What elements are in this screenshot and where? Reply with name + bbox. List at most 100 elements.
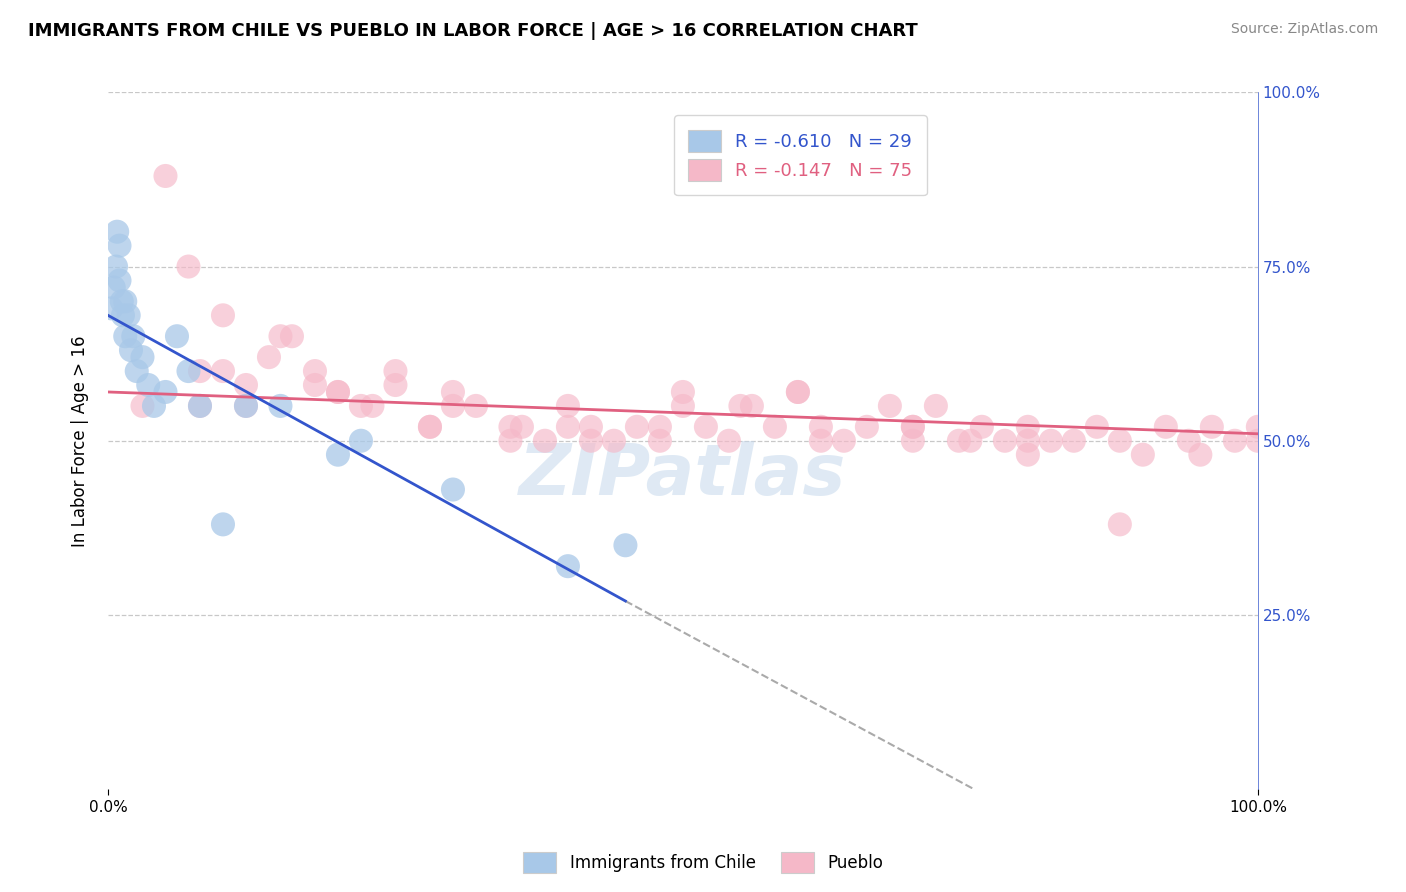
Point	[131, 350, 153, 364]
Point	[269, 329, 291, 343]
Point	[212, 309, 235, 323]
Point	[1154, 419, 1177, 434]
Point	[695, 419, 717, 434]
Point	[114, 329, 136, 343]
Y-axis label: In Labor Force | Age > 16: In Labor Force | Age > 16	[72, 335, 89, 547]
Point	[111, 309, 134, 323]
Point	[901, 419, 924, 434]
Point	[177, 364, 200, 378]
Point	[925, 399, 948, 413]
Point	[1201, 419, 1223, 434]
Point	[118, 309, 141, 323]
Point	[1017, 434, 1039, 448]
Point	[579, 434, 602, 448]
Point	[125, 364, 148, 378]
Point	[901, 419, 924, 434]
Point	[235, 378, 257, 392]
Point	[741, 399, 763, 413]
Point	[603, 434, 626, 448]
Point	[614, 538, 637, 552]
Point	[994, 434, 1017, 448]
Point	[384, 378, 406, 392]
Point	[131, 399, 153, 413]
Point	[648, 434, 671, 448]
Text: Source: ZipAtlas.com: Source: ZipAtlas.com	[1230, 22, 1378, 37]
Point	[948, 434, 970, 448]
Point	[143, 399, 166, 413]
Point	[1017, 448, 1039, 462]
Point	[111, 294, 134, 309]
Text: ZIPatlas: ZIPatlas	[519, 441, 846, 510]
Text: IMMIGRANTS FROM CHILE VS PUEBLO IN LABOR FORCE | AGE > 16 CORRELATION CHART: IMMIGRANTS FROM CHILE VS PUEBLO IN LABOR…	[28, 22, 918, 40]
Point	[361, 399, 384, 413]
Point	[188, 364, 211, 378]
Point	[269, 399, 291, 413]
Legend: Immigrants from Chile, Pueblo: Immigrants from Chile, Pueblo	[516, 846, 890, 880]
Point	[212, 517, 235, 532]
Point	[810, 419, 832, 434]
Point	[155, 384, 177, 399]
Point	[1108, 517, 1130, 532]
Point	[810, 434, 832, 448]
Point	[326, 448, 349, 462]
Point	[1247, 419, 1270, 434]
Point	[786, 384, 808, 399]
Point	[1085, 419, 1108, 434]
Point	[350, 399, 373, 413]
Point	[1189, 448, 1212, 462]
Point	[730, 399, 752, 413]
Point	[108, 273, 131, 287]
Point	[257, 350, 280, 364]
Point	[579, 419, 602, 434]
Point	[1178, 434, 1201, 448]
Point	[384, 364, 406, 378]
Point	[235, 399, 257, 413]
Point	[212, 364, 235, 378]
Point	[557, 559, 579, 574]
Point	[970, 419, 993, 434]
Point	[105, 225, 128, 239]
Point	[534, 434, 557, 448]
Point	[177, 260, 200, 274]
Point	[672, 384, 695, 399]
Point	[763, 419, 786, 434]
Point	[1223, 434, 1246, 448]
Point	[441, 384, 464, 399]
Point	[879, 399, 901, 413]
Point	[441, 399, 464, 413]
Point	[1039, 434, 1062, 448]
Point	[557, 399, 579, 413]
Point	[901, 434, 924, 448]
Point	[786, 384, 808, 399]
Point	[188, 399, 211, 413]
Point	[672, 399, 695, 413]
Point	[832, 434, 855, 448]
Point	[626, 419, 648, 434]
Point	[510, 419, 533, 434]
Point	[100, 301, 122, 316]
Point	[350, 434, 373, 448]
Point	[120, 343, 142, 358]
Point	[959, 434, 981, 448]
Point	[1063, 434, 1085, 448]
Point	[166, 329, 188, 343]
Point	[122, 329, 145, 343]
Point	[441, 483, 464, 497]
Point	[1108, 434, 1130, 448]
Point	[108, 238, 131, 252]
Point	[326, 384, 349, 399]
Point	[136, 378, 159, 392]
Point	[1247, 434, 1270, 448]
Point	[103, 280, 125, 294]
Point	[499, 434, 522, 448]
Point	[856, 419, 879, 434]
Point	[717, 434, 740, 448]
Point	[155, 169, 177, 183]
Point	[499, 419, 522, 434]
Point	[1132, 448, 1154, 462]
Point	[114, 294, 136, 309]
Point	[465, 399, 488, 413]
Point	[304, 364, 326, 378]
Point	[105, 260, 128, 274]
Point	[326, 384, 349, 399]
